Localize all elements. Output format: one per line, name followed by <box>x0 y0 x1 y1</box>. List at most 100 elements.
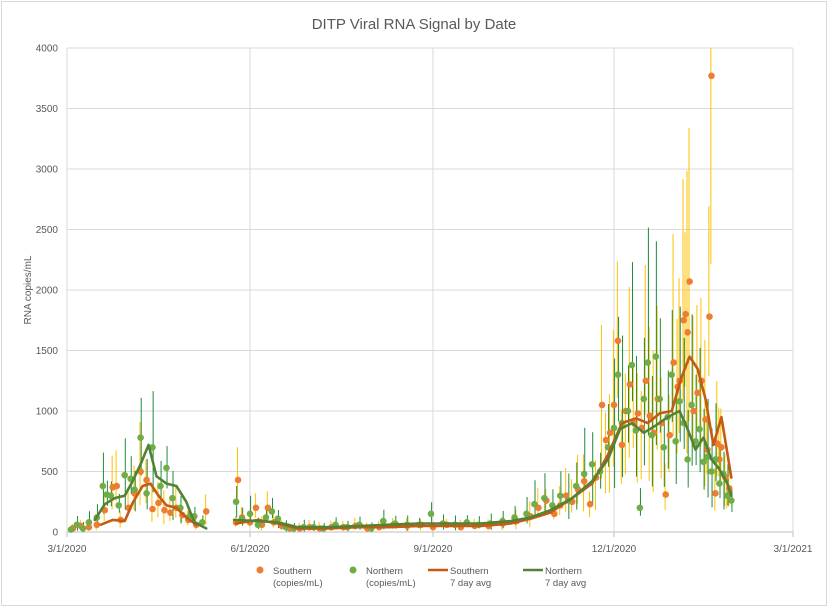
y-tick-label: 2000 <box>36 286 59 297</box>
northern-point <box>99 482 107 490</box>
northern-point <box>648 431 656 439</box>
northern-point <box>262 514 270 521</box>
southern-point <box>93 521 101 529</box>
northern-point <box>107 492 115 500</box>
x-tick-label: 3/1/2021 <box>774 544 813 555</box>
northern-point <box>169 494 176 502</box>
northern-point <box>672 437 679 445</box>
northern-point <box>660 444 668 451</box>
southern-point <box>718 444 725 451</box>
northern_avg-legend-label: Northern <box>545 566 582 577</box>
northern-point <box>67 526 75 533</box>
southern-legend-sublabel: (copies/mL) <box>273 578 323 589</box>
northern-point <box>427 510 435 518</box>
northern-point <box>379 517 387 525</box>
southern-point <box>662 491 670 498</box>
southern-point <box>706 313 713 320</box>
y-tick-label: 4000 <box>36 44 59 55</box>
northern-point <box>274 515 282 522</box>
northern-point <box>572 482 580 490</box>
northern-point <box>523 510 530 518</box>
northern-point <box>668 371 675 379</box>
southern-point <box>694 389 701 397</box>
southern-point <box>580 477 588 485</box>
y-tick-label: 1000 <box>36 407 59 418</box>
southern-point <box>252 504 260 512</box>
northern-point <box>624 407 632 415</box>
northern-point <box>700 458 707 466</box>
southern-point <box>666 431 673 439</box>
northern-point <box>246 510 254 518</box>
northern-point <box>531 500 538 508</box>
southern-point <box>586 500 594 508</box>
y-tick-label: 0 <box>52 528 58 539</box>
x-tick-label: 6/1/2020 <box>231 544 270 555</box>
northern-point <box>580 470 588 478</box>
southern-point <box>626 381 634 388</box>
northern-point <box>137 434 144 441</box>
southern-legend-label: Southern <box>273 566 312 577</box>
southern-point <box>85 523 93 531</box>
southern-point <box>642 377 650 385</box>
x-tick-label: 12/1/2020 <box>592 544 637 555</box>
northern-point <box>628 361 636 369</box>
southern-point <box>149 505 156 513</box>
northern_avg-legend-sublabel: 7 day avg <box>545 578 586 589</box>
northern-point <box>684 456 691 463</box>
southern-point <box>606 429 614 437</box>
southern-point <box>602 436 610 444</box>
northern-legend-marker <box>349 566 357 574</box>
southern-point <box>646 412 654 420</box>
y-axis-ticks: 0 500 1000 1500 2000 2500 3000 3500 4000 <box>36 44 59 539</box>
northern-point <box>121 471 128 479</box>
southern-point <box>234 476 242 484</box>
y-tick-label: 1500 <box>36 346 59 357</box>
northern-point <box>652 353 660 360</box>
northern-point <box>541 494 548 502</box>
northern-point <box>656 395 664 403</box>
y-tick-label: 3000 <box>36 165 59 176</box>
southern-point <box>712 489 719 497</box>
southern_avg-legend-sublabel: 7 day avg <box>450 578 491 589</box>
northern_avg-line <box>232 409 733 529</box>
northern-legend-entry: Northern(copies/mL) <box>349 566 416 589</box>
southern-point <box>684 329 691 336</box>
northern-point <box>676 398 683 405</box>
northern-point <box>79 525 87 532</box>
southern-legend-entry: Southern(copies/mL) <box>256 566 323 589</box>
northern-point <box>636 504 644 512</box>
southern-point <box>682 310 689 318</box>
northern-point <box>232 498 240 506</box>
chart-title: DITP Viral RNA Signal by Date <box>312 16 517 33</box>
southern_avg-line <box>99 482 198 527</box>
northern-point <box>157 482 164 490</box>
northern-point <box>610 424 618 432</box>
southern-point <box>634 410 642 417</box>
northern-point <box>728 497 735 504</box>
northern-point <box>644 359 652 366</box>
y-tick-label: 2500 <box>36 225 59 236</box>
northern-point <box>716 480 723 487</box>
northern-point <box>143 489 150 497</box>
northern-point <box>163 464 170 472</box>
avg-lines <box>93 355 733 530</box>
y-tick-label: 3500 <box>36 104 59 115</box>
northern-point <box>198 519 206 526</box>
southern-point <box>167 509 174 516</box>
northern-point <box>688 401 695 409</box>
northern-point <box>708 468 715 475</box>
northern-point <box>640 395 648 403</box>
southern-point <box>155 499 162 507</box>
southern-point <box>598 401 606 409</box>
gridlines <box>66 47 794 537</box>
southern-point <box>708 72 715 80</box>
southern-point <box>690 407 697 415</box>
southern-point <box>702 416 709 423</box>
southern-point <box>143 476 150 484</box>
southern-point <box>670 359 677 366</box>
northern-legend-label: Northern <box>366 566 403 577</box>
northern-legend-sublabel: (copies/mL) <box>366 578 416 589</box>
